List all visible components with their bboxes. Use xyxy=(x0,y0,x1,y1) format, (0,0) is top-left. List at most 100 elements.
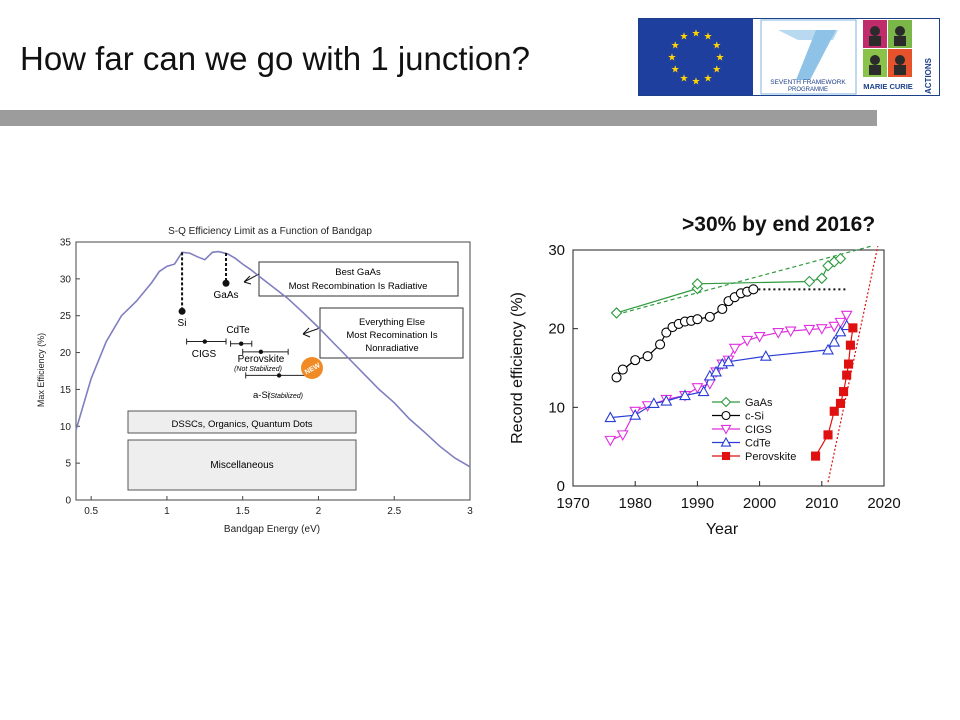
eu-star-icon: ★ xyxy=(704,73,713,84)
eu-star-icon: ★ xyxy=(712,41,721,52)
point-perovskite xyxy=(848,323,858,333)
eu-flag-logo: ★ ★★★★★★★★★★★ xyxy=(639,19,753,95)
perovskite-label: Perovskite xyxy=(238,354,285,365)
rec-x-tick-label: 2020 xyxy=(867,495,900,512)
marie-curie-text: MARIE CURIE xyxy=(863,82,913,91)
eu-star-icon: ★ xyxy=(680,32,689,43)
eu-star-icon: ★ xyxy=(692,29,701,40)
logo-banner: ★ ★ ★ ★ ★ ★ ★ ★ ★ ★ ★ ★ SEVENTH FRAMEWORK PROGRAMME… xyxy=(637,17,941,97)
slide-title: How far can we go with 1 junction? xyxy=(20,40,530,77)
point-gaas xyxy=(610,307,623,319)
point-cigs xyxy=(728,343,741,355)
sq-y-tick-label: 35 xyxy=(60,238,72,249)
eu-star-icon: ★ xyxy=(704,32,713,43)
point-cdte xyxy=(647,397,660,408)
point-perovskite xyxy=(823,430,833,440)
sq-x-tick-label: 1 xyxy=(164,506,170,517)
legend-marker-cigs xyxy=(720,424,732,435)
point-c-si xyxy=(661,327,672,338)
everything-else-line2: Most Recomination Is xyxy=(346,330,438,341)
marker-cigs xyxy=(202,339,208,344)
sq-x-tick-label: 1.5 xyxy=(236,506,250,517)
point-c-si xyxy=(717,303,728,315)
best-gaas-line1: Best GaAs xyxy=(335,267,381,278)
point-cdte xyxy=(679,389,691,401)
legend-label-c-si: c-Si xyxy=(745,411,764,423)
point-cdte xyxy=(822,343,834,355)
eu-star-icon: ★ xyxy=(712,65,721,76)
point-cigs xyxy=(815,324,828,335)
rec-plot-frame xyxy=(572,249,885,487)
cigs-label: CIGS xyxy=(192,349,217,360)
rec-x-tick-label: 1970 xyxy=(556,495,589,512)
series-line-cigs xyxy=(610,314,848,441)
rec-y-tick-label: 0 xyxy=(557,478,565,495)
sq-y-tick-label: 20 xyxy=(60,348,72,359)
logo-svg: ★ ★★★★★★★★★★★ SEVENTH FRAMEWORK PROGRAMME… xyxy=(637,17,941,97)
point-cdte xyxy=(722,355,735,367)
legend-marker-gaas xyxy=(720,396,732,408)
rec-x-axis-label: Year xyxy=(706,521,739,538)
record-chart-heading: >30% by end 2016? xyxy=(682,213,876,236)
point-cigs xyxy=(741,335,754,347)
fp7-text-line1: SEVENTH FRAMEWORK xyxy=(770,79,846,86)
point-cdte xyxy=(834,325,847,337)
sq-y-tick-label: 30 xyxy=(60,274,72,285)
sq-y-tick-label: 10 xyxy=(60,422,72,433)
point-c-si xyxy=(655,339,666,350)
marker-a-si xyxy=(276,373,282,378)
point-cigs xyxy=(803,324,816,336)
rec-y-tick-label: 30 xyxy=(548,242,565,259)
sq-x-tick-label: 0.5 xyxy=(84,506,98,517)
marie-curie-logo: MARIE CURIE ACTIONS xyxy=(863,20,933,94)
sq-x-tick-label: 2 xyxy=(316,506,322,517)
point-perovskite xyxy=(843,359,854,369)
dssc-box xyxy=(127,410,357,434)
rec-y-tick-label: 10 xyxy=(548,399,565,416)
point-cigs xyxy=(616,430,629,441)
si-label: Si xyxy=(178,318,187,329)
legend-marker-perovskite xyxy=(721,451,731,461)
rec-x-tick-label: 2000 xyxy=(743,495,776,512)
best-gaas-line2: Most Recombination Is Radiative xyxy=(289,281,428,292)
legend-label-cigs: CIGS xyxy=(745,424,772,436)
point-perovskite xyxy=(829,406,839,416)
point-c-si xyxy=(692,314,703,325)
point-gaas xyxy=(834,252,847,265)
best-gaas-box xyxy=(258,261,459,297)
point-perovskite xyxy=(842,370,852,380)
point-c-si xyxy=(611,372,622,383)
point-cigs xyxy=(828,321,841,333)
point-cdte xyxy=(629,409,642,420)
guide-dashed-green xyxy=(616,245,872,316)
everything-else-arrow xyxy=(302,327,321,338)
point-cigs xyxy=(834,317,847,329)
marker-si xyxy=(178,307,186,315)
point-perovskite xyxy=(839,387,849,397)
point-gaas xyxy=(803,275,816,288)
eu-star-icon: ★ xyxy=(680,73,689,84)
best-gaas-arrow xyxy=(243,273,260,285)
point-c-si xyxy=(630,355,641,366)
legend-marker-c-si xyxy=(721,410,731,421)
actions-text: ACTIONS xyxy=(924,57,933,94)
everything-else-box xyxy=(319,307,464,359)
point-perovskite xyxy=(845,340,855,350)
marker-cdte xyxy=(238,341,244,346)
point-cdte xyxy=(660,394,673,406)
eu-star-icon: ★ xyxy=(671,41,680,52)
asi-label: a-Si xyxy=(253,390,270,401)
asi-note: (Stabilized) xyxy=(268,393,303,400)
point-perovskite xyxy=(835,398,846,408)
point-cigs xyxy=(840,310,853,322)
record-efficiency-chart: 1970 1980 1990 2000 2010 2020 0 10 20 30 Year Rec… xyxy=(500,236,920,548)
point-gaas xyxy=(816,272,828,285)
legend-label-gaas: GaAs xyxy=(745,397,773,409)
point-c-si xyxy=(617,364,628,375)
point-c-si xyxy=(704,311,715,322)
title-divider-bar xyxy=(0,110,877,126)
everything-else-line1: Everything Else xyxy=(359,317,425,328)
point-cdte xyxy=(759,350,772,361)
sq-plot-frame xyxy=(75,241,471,501)
cdte-label: CdTe xyxy=(226,325,250,336)
